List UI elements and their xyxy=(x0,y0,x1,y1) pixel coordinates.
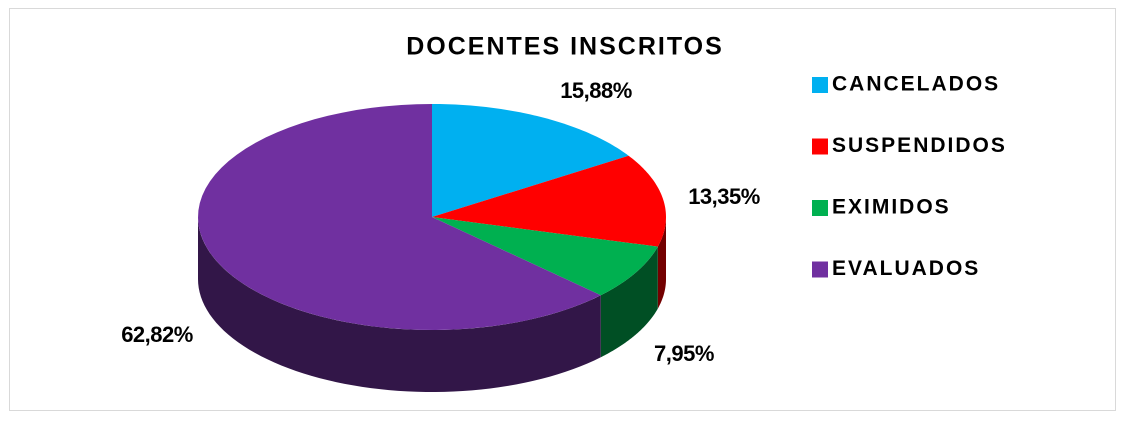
slice-side xyxy=(198,217,601,392)
slice-side xyxy=(657,217,666,309)
legend-label: SUSPENDIDOS xyxy=(832,134,1007,157)
data-label: 7,95% xyxy=(654,341,714,366)
legend-swatch xyxy=(812,138,828,155)
slice xyxy=(432,217,658,296)
slice xyxy=(432,155,666,247)
legend-swatch xyxy=(812,261,828,278)
data-label: 62,82% xyxy=(121,322,193,347)
data-label: 15,88% xyxy=(560,78,632,103)
data-label: 13,35% xyxy=(688,184,760,209)
slice-side xyxy=(600,246,658,358)
legend-label: EVALUADOS xyxy=(832,257,980,280)
legend-swatch xyxy=(812,77,828,93)
legend-label: CANCELADOS xyxy=(832,73,1000,96)
slice xyxy=(198,104,601,330)
chart-title: DOCENTES INSCRITOS xyxy=(406,33,724,61)
slice xyxy=(432,104,629,217)
legend-swatch xyxy=(812,200,828,216)
legend-label: EXIMIDOS xyxy=(832,196,951,219)
